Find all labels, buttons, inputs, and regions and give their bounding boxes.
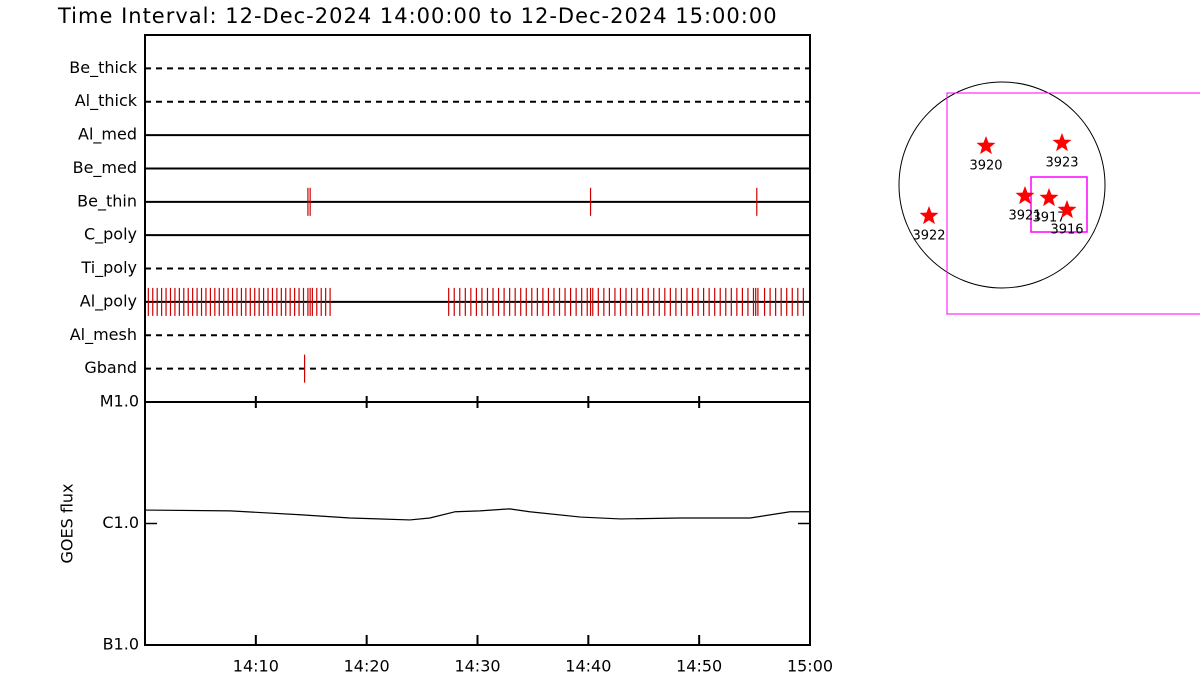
region-label: 3921 <box>1008 209 1041 224</box>
solar-disk <box>898 81 1106 289</box>
x-tick-label: 14:30 <box>454 657 500 676</box>
region-star <box>1015 186 1035 205</box>
row-label: Be_thick <box>69 58 137 78</box>
region-label: 3920 <box>969 159 1002 174</box>
region-label: 3916 <box>1050 223 1083 238</box>
x-tick-label: 14:40 <box>565 657 611 676</box>
chart-title: Time Interval: 12-Dec-2024 14:00:00 to 1… <box>57 4 778 28</box>
row-label: Al_thick <box>75 91 138 111</box>
region-label: 3917 <box>1032 211 1065 226</box>
row-label: C_poly <box>84 225 137 245</box>
y-tick-label: B1.0 <box>103 635 139 654</box>
region-label: 3922 <box>912 229 945 244</box>
fov-box <box>946 92 1200 315</box>
row-label: Al_poly <box>80 291 137 311</box>
x-tick-label: 14:20 <box>344 657 390 676</box>
top-frame <box>144 34 811 403</box>
y-axis-label: GOES flux <box>58 483 77 563</box>
row-label: Be_thin <box>77 191 137 211</box>
bottom-frame <box>144 401 811 646</box>
region-star <box>1039 188 1059 207</box>
row-label: Be_med <box>73 158 137 178</box>
region-star <box>1052 133 1072 152</box>
x-tick-label: 14:50 <box>676 657 722 676</box>
y-tick-label: C1.0 <box>102 513 139 532</box>
goes-line <box>144 508 810 521</box>
row-label: Al_med <box>78 125 137 145</box>
row-label: Ti_poly <box>80 258 137 278</box>
row-label: Gband <box>84 358 137 377</box>
y-tick-label: M1.0 <box>100 392 139 411</box>
x-tick-label: 15:00 <box>787 657 833 676</box>
x-tick-label: 14:10 <box>233 657 279 676</box>
fov-box-small <box>1030 176 1088 233</box>
region-label: 3923 <box>1045 156 1078 171</box>
region-star <box>976 136 996 155</box>
sun-map <box>898 81 1200 315</box>
row-label: Al_mesh <box>70 325 137 345</box>
region-star <box>919 206 939 225</box>
region-star <box>1057 200 1077 219</box>
